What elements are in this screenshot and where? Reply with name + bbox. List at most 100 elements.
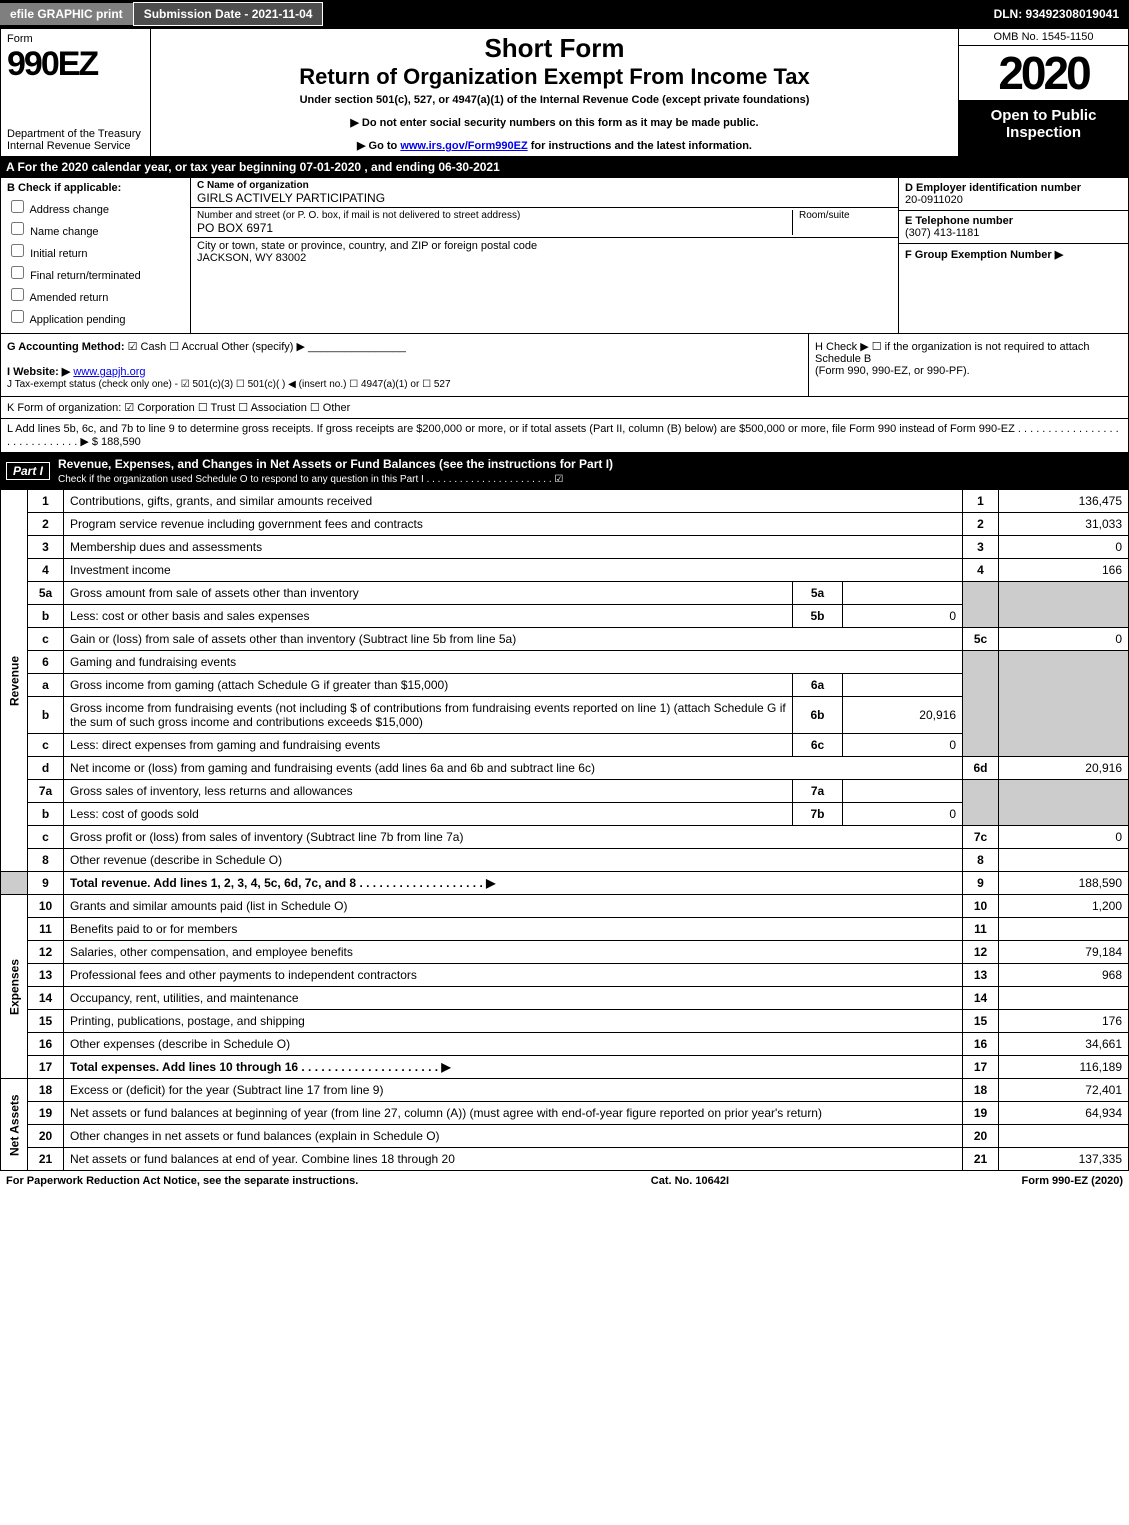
sub-amt: 20,916	[843, 697, 963, 734]
goto-pre: ▶ Go to	[357, 140, 400, 152]
ln-amt: 116,189	[999, 1056, 1129, 1079]
ln-no: c	[28, 826, 64, 849]
g-cash: ☑ Cash	[128, 341, 167, 353]
ln-no: 19	[28, 1102, 64, 1125]
sub-no: 7b	[793, 803, 843, 826]
ln-amt	[999, 849, 1129, 872]
ln-no: 20	[28, 1125, 64, 1148]
ln-txt: Other expenses (describe in Schedule O)	[64, 1033, 963, 1056]
ln-no: c	[28, 628, 64, 651]
ln-col: 12	[963, 941, 999, 964]
ln-no: b	[28, 803, 64, 826]
ln-no: 17	[28, 1056, 64, 1079]
efile-print-label[interactable]: efile GRAPHIC print	[0, 3, 133, 25]
ln-col: 4	[963, 559, 999, 582]
j-text: J Tax-exempt status (check only one) - ☑…	[7, 379, 451, 390]
ln-no: b	[28, 697, 64, 734]
check-initial-return[interactable]: Initial return	[7, 241, 184, 260]
c-name-label: C Name of organization	[197, 180, 309, 191]
part1-header: Part I Revenue, Expenses, and Changes in…	[0, 453, 1129, 489]
ln-amt: 0	[999, 536, 1129, 559]
side-expenses: Expenses	[1, 895, 28, 1079]
checkbox-final-return[interactable]	[11, 266, 24, 279]
ln-txt: Less: direct expenses from gaming and fu…	[64, 734, 793, 757]
ln-no: 6	[28, 651, 64, 674]
dln-label: DLN: 93492308019041	[984, 3, 1129, 25]
ln-no: a	[28, 674, 64, 697]
ln-col: 19	[963, 1102, 999, 1125]
b-label: B Check if applicable:	[7, 182, 184, 194]
ln-amt: 34,661	[999, 1033, 1129, 1056]
c-city-label: City or town, state or province, country…	[197, 240, 892, 252]
g-label: G Accounting Method:	[7, 341, 125, 353]
title-short-form: Short Form	[157, 33, 952, 64]
ln-txt: Less: cost or other basis and sales expe…	[64, 605, 793, 628]
check-address-change[interactable]: Address change	[7, 197, 184, 216]
ln-col: 16	[963, 1033, 999, 1056]
sub-no: 5b	[793, 605, 843, 628]
check-amended-return[interactable]: Amended return	[7, 285, 184, 304]
page-footer: For Paperwork Reduction Act Notice, see …	[0, 1171, 1129, 1191]
org-street: PO BOX 6971	[197, 221, 792, 235]
check-name-change[interactable]: Name change	[7, 219, 184, 238]
ln-no: 13	[28, 964, 64, 987]
sub-amt	[843, 780, 963, 803]
ln-col: 2	[963, 513, 999, 536]
ln-amt	[999, 1125, 1129, 1148]
form-code: 990EZ	[7, 45, 144, 84]
footer-left: For Paperwork Reduction Act Notice, see …	[6, 1175, 358, 1187]
checkbox-initial-return[interactable]	[11, 244, 24, 257]
part1-title: Revenue, Expenses, and Changes in Net As…	[58, 457, 613, 471]
ln-no: 18	[28, 1079, 64, 1102]
d-ein: 20-0911020	[905, 194, 1122, 206]
ln-no: 5a	[28, 582, 64, 605]
f-group-label: F Group Exemption Number ▶	[905, 248, 1122, 261]
form-header: Form 990EZ Department of the Treasury In…	[0, 28, 1129, 157]
sub-amt: 0	[843, 803, 963, 826]
sub-no: 6a	[793, 674, 843, 697]
part1-sub: Check if the organization used Schedule …	[58, 474, 563, 485]
check-application-pending[interactable]: Application pending	[7, 307, 184, 326]
ln-col: 7c	[963, 826, 999, 849]
e-tel-label: E Telephone number	[905, 215, 1122, 227]
omb-number: OMB No. 1545-1150	[959, 29, 1128, 46]
checkbox-application-pending[interactable]	[11, 310, 24, 323]
ln-no: 15	[28, 1010, 64, 1033]
ln-amt: 136,475	[999, 490, 1129, 513]
ln-amt: 166	[999, 559, 1129, 582]
ln-amt: 176	[999, 1010, 1129, 1033]
ln-txt: Excess or (deficit) for the year (Subtra…	[64, 1079, 963, 1102]
checkbox-amended-return[interactable]	[11, 288, 24, 301]
ln-txt: Investment income	[64, 559, 963, 582]
side-revenue: Revenue	[1, 490, 28, 872]
ln-no: 8	[28, 849, 64, 872]
ln-txt: Gross amount from sale of assets other t…	[64, 582, 793, 605]
checkbox-address-change[interactable]	[11, 200, 24, 213]
org-city: JACKSON, WY 83002	[197, 252, 892, 264]
ln-amt: 137,335	[999, 1148, 1129, 1171]
ln-no: 14	[28, 987, 64, 1010]
ln-txt: Gross profit or (loss) from sales of inv…	[64, 826, 963, 849]
sub-amt: 0	[843, 734, 963, 757]
check-final-return[interactable]: Final return/terminated	[7, 263, 184, 282]
goto-line: ▶ Go to www.irs.gov/Form990EZ for instru…	[157, 139, 952, 152]
sub-amt	[843, 674, 963, 697]
ln-col: 1	[963, 490, 999, 513]
checkbox-name-change[interactable]	[11, 222, 24, 235]
ln-amt: 1,200	[999, 895, 1129, 918]
section-def: D Employer identification number 20-0911…	[898, 178, 1128, 333]
meta-block: B Check if applicable: Address change Na…	[0, 177, 1129, 334]
ln-col: 3	[963, 536, 999, 559]
sub-no: 6c	[793, 734, 843, 757]
tax-year: 2020	[959, 46, 1128, 101]
shade-cell	[963, 651, 999, 757]
website-link[interactable]: www.gapjh.org	[73, 366, 145, 378]
ln-no: 12	[28, 941, 64, 964]
goto-link[interactable]: www.irs.gov/Form990EZ	[400, 140, 527, 152]
ln-col: 18	[963, 1079, 999, 1102]
form-label: Form	[7, 33, 144, 45]
ln-col: 21	[963, 1148, 999, 1171]
shade-cell	[999, 582, 1129, 628]
sub-amt	[843, 582, 963, 605]
section-b: B Check if applicable: Address change Na…	[1, 178, 191, 333]
